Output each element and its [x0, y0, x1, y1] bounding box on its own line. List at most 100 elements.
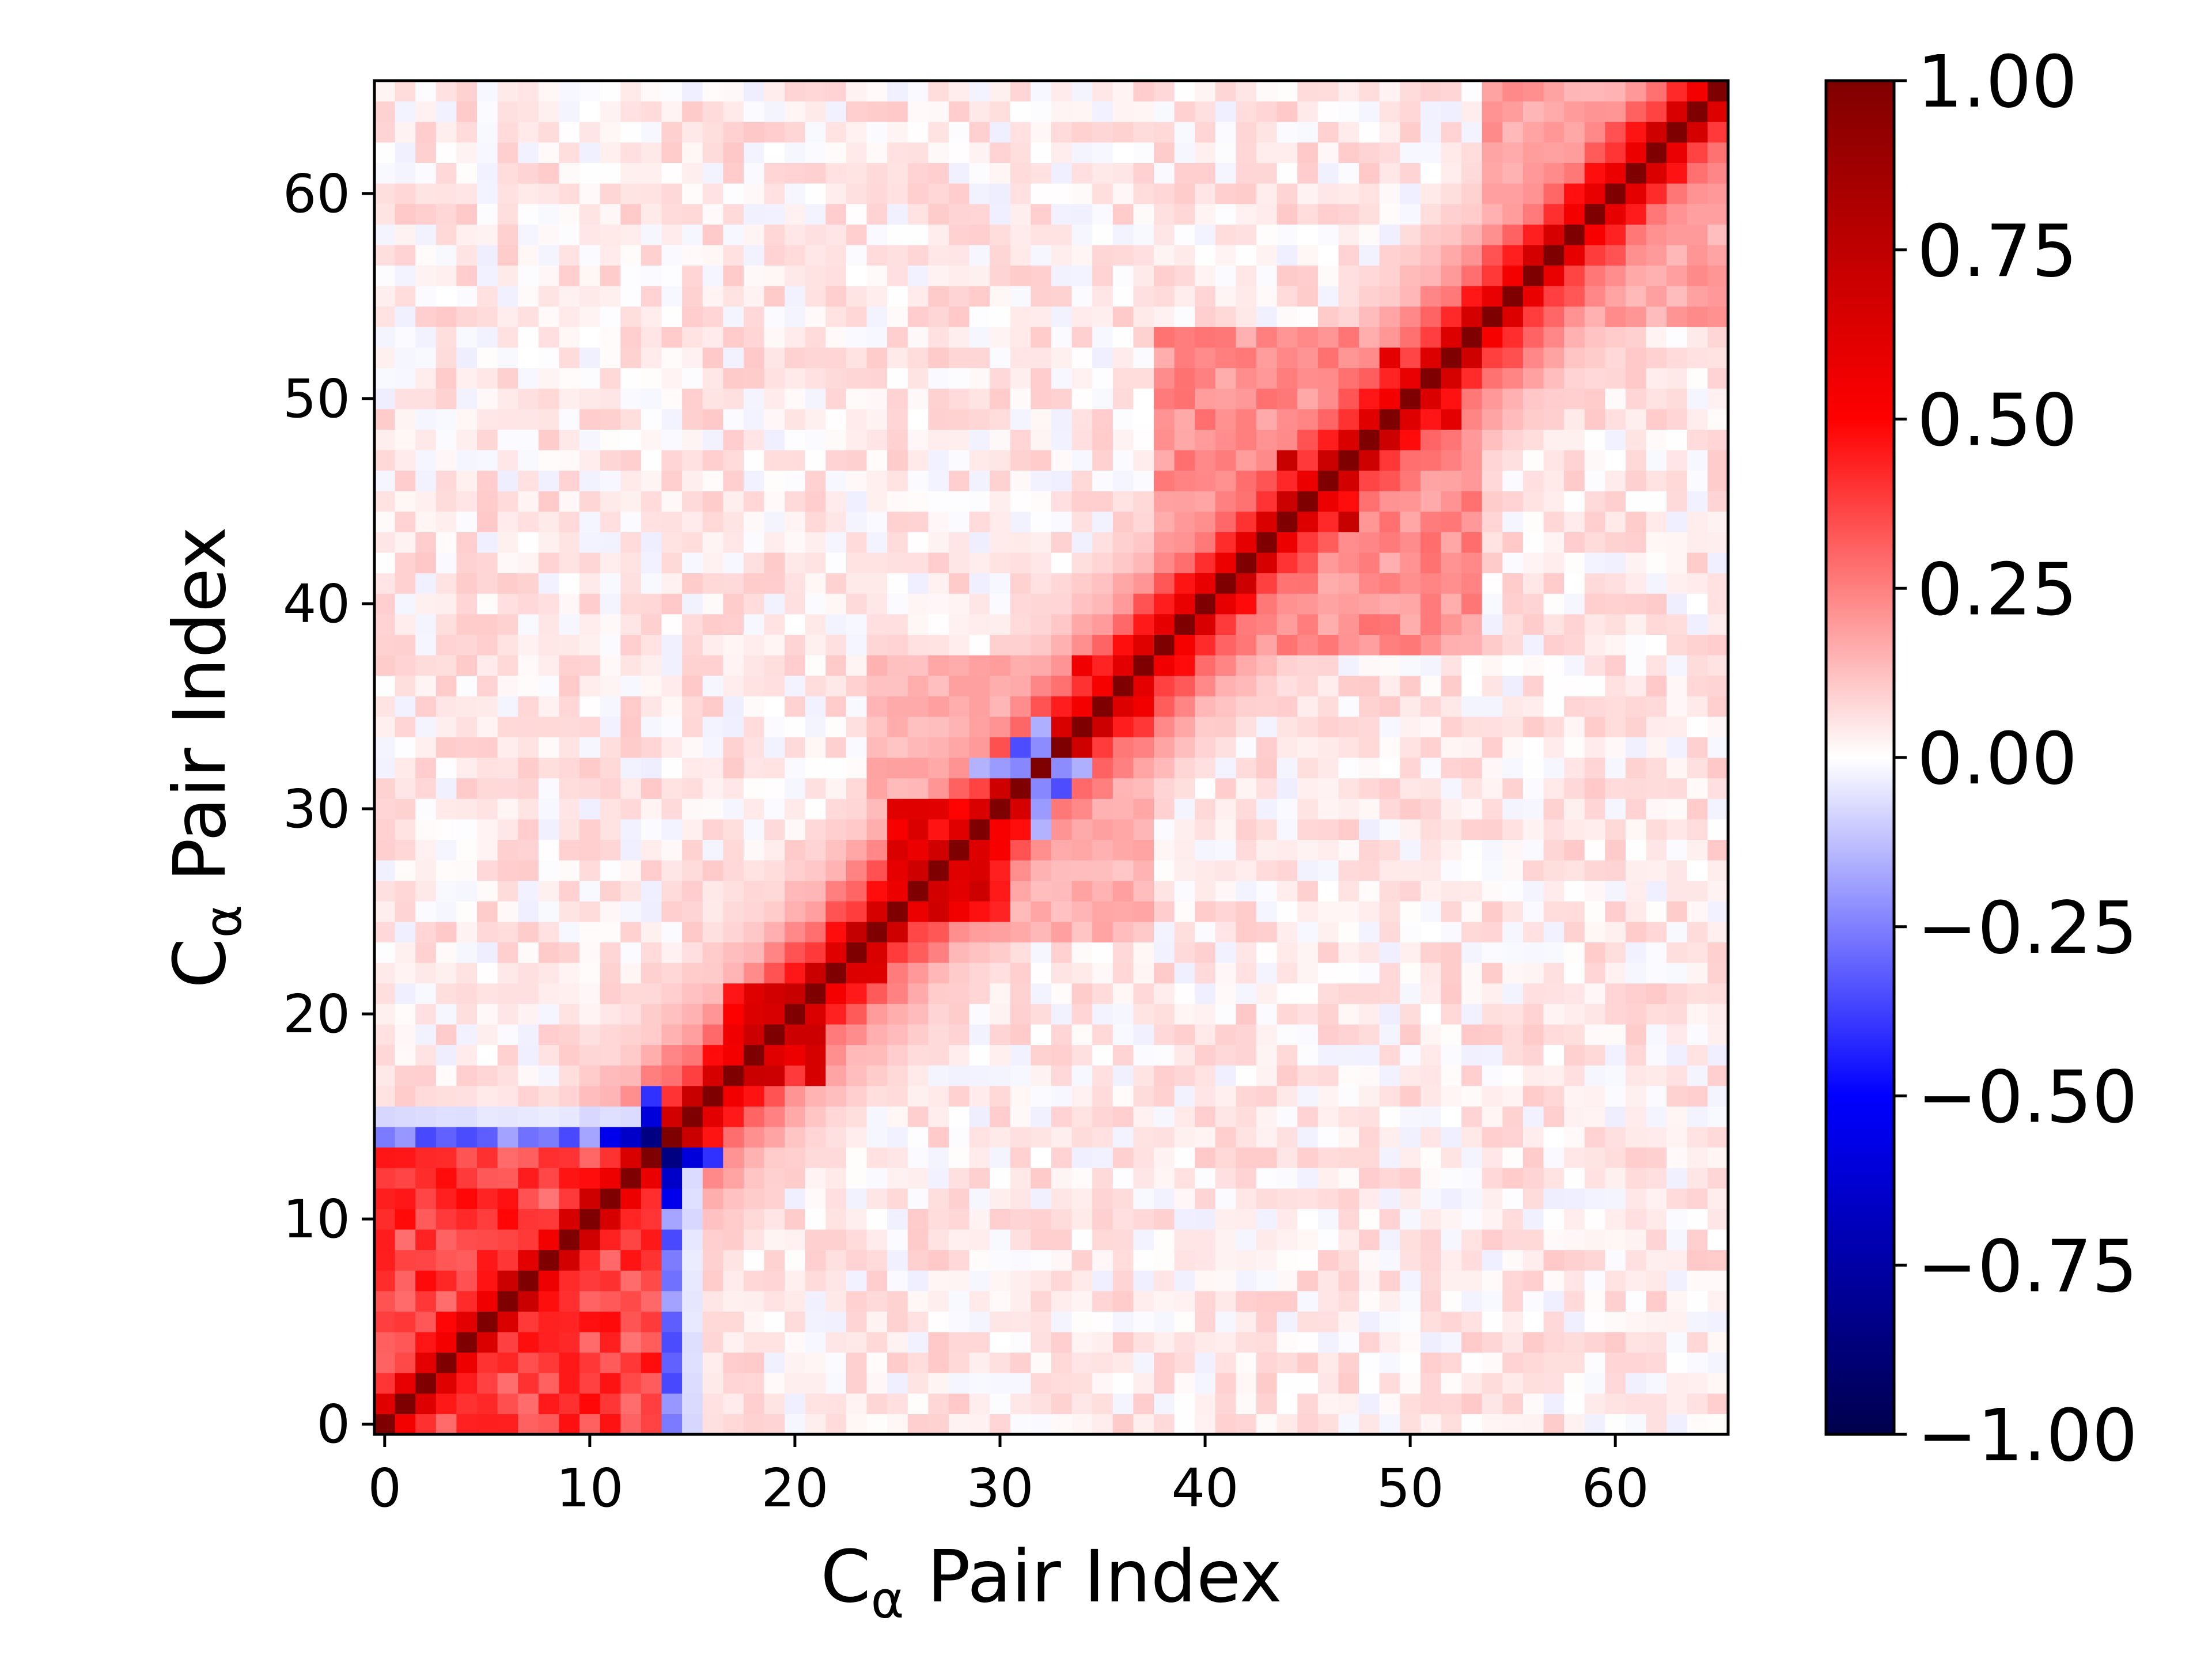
heatmap-cell — [723, 1352, 744, 1373]
heatmap-cell — [661, 388, 683, 410]
heatmap-cell — [661, 1168, 683, 1189]
heatmap-cell — [435, 532, 457, 553]
heatmap-cell — [1420, 1106, 1442, 1127]
heatmap-cell — [1215, 654, 1237, 676]
heatmap-cell — [1010, 1393, 1031, 1414]
heatmap-cell — [415, 429, 437, 450]
heatmap-cell — [1051, 696, 1073, 717]
heatmap-cell — [785, 716, 806, 737]
heatmap-cell — [1010, 675, 1031, 696]
heatmap-cell — [1522, 470, 1544, 491]
heatmap-cell — [415, 142, 437, 164]
heatmap-cell — [1359, 1270, 1380, 1291]
heatmap-cell — [1297, 1126, 1319, 1148]
heatmap-cell — [928, 1106, 949, 1127]
heatmap-cell — [415, 1290, 437, 1312]
heatmap-cell — [456, 634, 478, 656]
heatmap-cell — [1051, 1229, 1073, 1251]
heatmap-cell — [1236, 552, 1257, 574]
heatmap-cell — [785, 1168, 806, 1189]
heatmap-cell — [1154, 963, 1175, 984]
heatmap-cell — [702, 1290, 724, 1312]
heatmap-cell — [1605, 368, 1626, 389]
heatmap-cell — [1359, 819, 1380, 840]
heatmap-cell — [415, 203, 437, 225]
heatmap-cell — [600, 1168, 621, 1189]
heatmap-cell — [948, 839, 970, 861]
heatmap-cell — [1564, 573, 1585, 594]
heatmap-cell — [928, 1352, 949, 1373]
heatmap-cell — [620, 327, 642, 348]
heatmap-cell — [907, 613, 929, 635]
heatmap-cell — [846, 1106, 868, 1127]
heatmap-cell — [969, 101, 990, 122]
heatmap-cell — [620, 511, 642, 532]
heatmap-cell — [477, 1331, 498, 1353]
heatmap-cell — [1112, 491, 1134, 512]
heatmap-cell — [1420, 613, 1442, 635]
heatmap-cell — [1112, 203, 1134, 225]
heatmap-cell — [907, 1373, 929, 1394]
heatmap-cell — [702, 1003, 724, 1025]
heatmap-cell — [456, 654, 478, 676]
heatmap-cell — [1605, 327, 1626, 348]
heatmap-cell — [1543, 901, 1565, 922]
heatmap-cell — [661, 286, 683, 307]
heatmap-cell — [1379, 511, 1400, 532]
heatmap-cell — [764, 1024, 785, 1046]
heatmap-cell — [928, 1024, 949, 1046]
heatmap-cell — [1010, 224, 1031, 245]
heatmap-cell — [1317, 819, 1339, 840]
heatmap-cell — [1195, 921, 1216, 943]
heatmap-cell — [1400, 286, 1421, 307]
heatmap-cell — [1236, 1290, 1257, 1312]
heatmap-cell — [1605, 306, 1626, 327]
heatmap-cell — [1092, 162, 1113, 184]
heatmap-cell — [1400, 327, 1421, 348]
heatmap-cell — [435, 449, 457, 471]
heatmap-cell — [1502, 511, 1524, 532]
heatmap-cell — [1338, 1311, 1359, 1332]
heatmap-cell — [907, 162, 929, 184]
heatmap-cell — [1236, 696, 1257, 717]
heatmap-cell — [1400, 183, 1421, 204]
heatmap-cell — [743, 368, 765, 389]
heatmap-cell — [559, 162, 580, 184]
heatmap-cell — [1625, 757, 1647, 779]
heatmap-cell — [928, 203, 949, 225]
heatmap-cell — [990, 921, 1011, 943]
heatmap-cell — [948, 675, 970, 696]
heatmap-cell — [1400, 839, 1421, 861]
heatmap-cell — [1215, 860, 1237, 881]
heatmap-cell — [1441, 1065, 1462, 1086]
heatmap-cell — [1605, 224, 1626, 245]
heatmap-cell — [1522, 101, 1544, 122]
heatmap-cell — [1522, 1003, 1544, 1025]
heatmap-cell — [1010, 1331, 1031, 1353]
heatmap-cell — [559, 286, 580, 307]
heatmap-cell — [1420, 327, 1442, 348]
heatmap-cell — [866, 449, 888, 471]
heatmap-cell — [477, 675, 498, 696]
heatmap-cell — [415, 983, 437, 1004]
heatmap-cell — [990, 491, 1011, 512]
heatmap-cell — [1400, 1065, 1421, 1086]
heatmap-cell — [1317, 1044, 1339, 1066]
heatmap-cell — [1256, 654, 1278, 676]
heatmap-cell — [1317, 634, 1339, 656]
heatmap-cell — [887, 839, 908, 861]
heatmap-cell — [1133, 532, 1154, 553]
heatmap-cell — [1154, 1290, 1175, 1312]
heatmap-cell — [415, 675, 437, 696]
heatmap-cell — [579, 162, 601, 184]
heatmap-cell — [395, 1168, 416, 1189]
heatmap-cell — [559, 901, 580, 922]
heatmap-cell — [928, 388, 949, 410]
heatmap-cell — [1522, 1414, 1544, 1434]
heatmap-cell — [1482, 470, 1503, 491]
heatmap-cell — [743, 265, 765, 286]
heatmap-cell — [435, 1147, 457, 1168]
heatmap-cell — [1236, 819, 1257, 840]
heatmap-cell — [1625, 162, 1647, 184]
heatmap-cell — [1666, 778, 1688, 799]
